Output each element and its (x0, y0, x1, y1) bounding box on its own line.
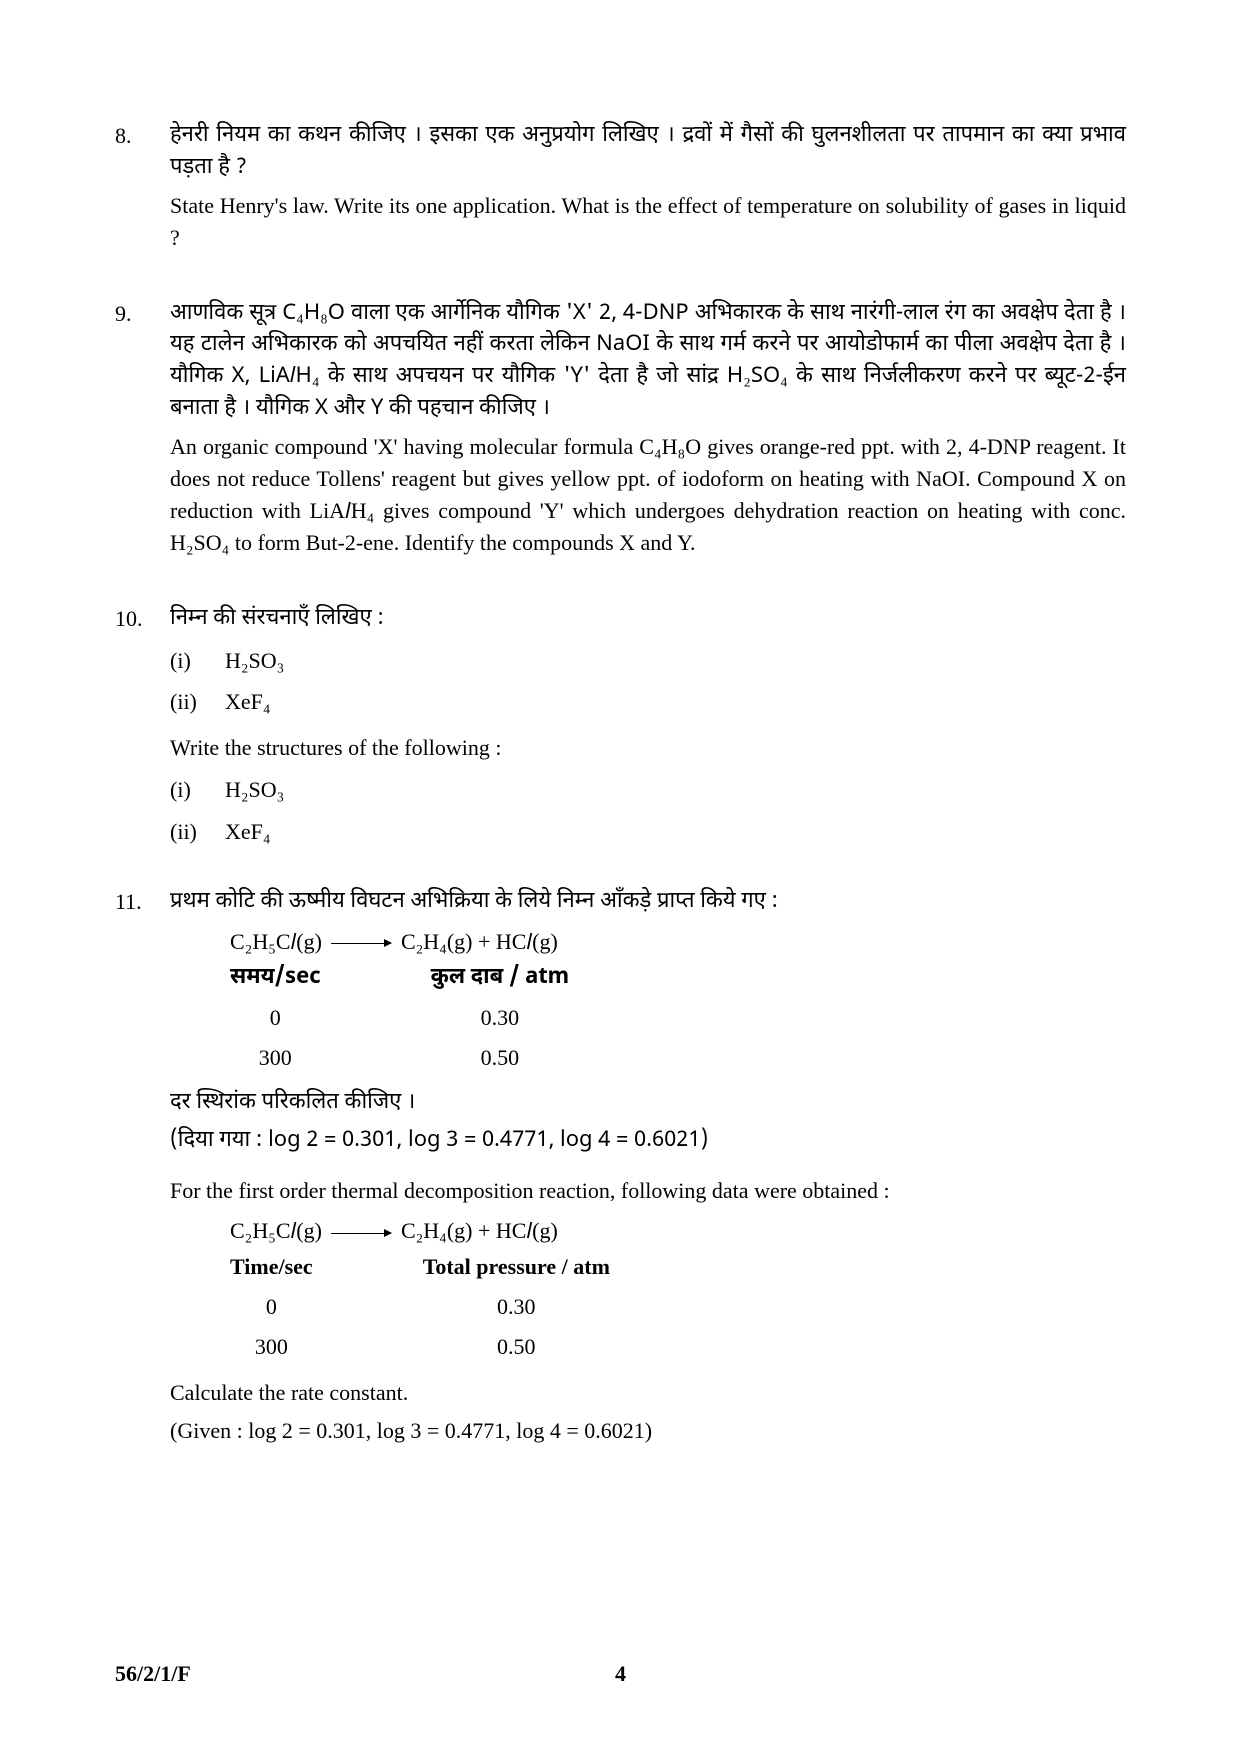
sub-label: (i) (170, 774, 225, 806)
sub-formula: XeF₄ (225, 686, 1126, 718)
question-hindi: आणविक सूत्र C₄H₈O वाला एक आर्गेनिक यौगिक… (170, 298, 1126, 426)
question-english: An organic compound 'X' having molecular… (170, 431, 1126, 559)
cell: 0.30 (497, 1291, 536, 1323)
col-header: समय/sec (230, 962, 321, 994)
time-column: Time/sec 0 300 (230, 1251, 313, 1371)
question-english-intro: For the first order thermal decompositio… (170, 1175, 1126, 1207)
cell: 0 (270, 1002, 281, 1034)
question-hindi: हेनरी नियम का कथन कीजिए । इसका एक अनुप्र… (170, 120, 1126, 184)
question-number: 10. (115, 603, 170, 848)
col-header: Total pressure / atm (423, 1251, 610, 1283)
sub-item: (ii) XeF₄ (170, 816, 1126, 848)
question-11: 11. प्रथम कोटि की ऊष्मीय विघटन अभिक्रिया… (115, 886, 1126, 1452)
reaction-rhs: C₂H₄(g) + HC𝑙(g) (401, 1218, 558, 1243)
cell: 300 (255, 1331, 288, 1363)
reaction-rhs: C₂H₄(g) + HC𝑙(g) (401, 929, 558, 954)
question-body: प्रथम कोटि की ऊष्मीय विघटन अभिक्रिया के … (170, 886, 1126, 1452)
hindi-instruction: दर स्थिरांक परिकलित कीजिए । (170, 1087, 1126, 1119)
arrow-icon (331, 943, 391, 944)
cell: 300 (259, 1042, 292, 1074)
sub-formula: XeF₄ (225, 816, 1126, 848)
reaction-equation: C₂H₅C𝑙(g) C₂H₄(g) + HC𝑙(g) (230, 1215, 1126, 1247)
reaction-lhs: C₂H₅C𝑙(g) (230, 929, 322, 954)
question-number: 9. (115, 298, 170, 565)
sub-item: (ii) XeF₄ (170, 686, 1126, 718)
hindi-given: (दिया गया : log 2 = 0.301, log 3 = 0.477… (170, 1125, 1126, 1157)
question-english-intro: Write the structures of the following : (170, 732, 1126, 764)
english-instruction: Calculate the rate constant. (170, 1377, 1126, 1409)
cell: 0 (266, 1291, 277, 1323)
question-8: 8. हेनरी नियम का कथन कीजिए । इसका एक अनु… (115, 120, 1126, 260)
pressure-column: Total pressure / atm 0.30 0.50 (423, 1251, 610, 1371)
arrow-icon (331, 1233, 391, 1234)
data-table-english: Time/sec 0 300 Total pressure / atm 0.30… (230, 1251, 1126, 1371)
question-number: 11. (115, 886, 170, 1452)
question-body: हेनरी नियम का कथन कीजिए । इसका एक अनुप्र… (170, 120, 1126, 260)
question-english: State Henry's law. Write its one applica… (170, 190, 1126, 254)
sub-item: (i) H₂SO₃ (170, 645, 1126, 677)
question-number: 8. (115, 120, 170, 260)
question-hindi-intro: प्रथम कोटि की ऊष्मीय विघटन अभिक्रिया के … (170, 886, 1126, 918)
question-hindi-intro: निम्न की संरचनाएँ लिखिए : (170, 603, 1126, 635)
question-body: आणविक सूत्र C₄H₈O वाला एक आर्गेनिक यौगिक… (170, 298, 1126, 565)
pressure-column: कुल दाब / atm 0.30 0.50 (431, 962, 570, 1082)
question-10: 10. निम्न की संरचनाएँ लिखिए : (i) H₂SO₃ … (115, 603, 1126, 848)
sub-label: (i) (170, 645, 225, 677)
paper-code: 56/2/1/F (115, 1658, 191, 1690)
cell: 0.30 (481, 1002, 520, 1034)
time-column: समय/sec 0 300 (230, 962, 321, 1082)
page-number: 4 (615, 1658, 626, 1690)
reaction-lhs: C₂H₅C𝑙(g) (230, 1218, 322, 1243)
sub-label: (ii) (170, 816, 225, 848)
question-body: निम्न की संरचनाएँ लिखिए : (i) H₂SO₃ (ii)… (170, 603, 1126, 848)
question-9: 9. आणविक सूत्र C₄H₈O वाला एक आर्गेनिक यौ… (115, 298, 1126, 565)
col-header: Time/sec (230, 1251, 313, 1283)
sub-formula: H₂SO₃ (225, 645, 1126, 677)
sub-label: (ii) (170, 686, 225, 718)
cell: 0.50 (497, 1331, 536, 1363)
col-header: कुल दाब / atm (431, 962, 570, 994)
sub-formula: H₂SO₃ (225, 774, 1126, 806)
english-given: (Given : log 2 = 0.301, log 3 = 0.4771, … (170, 1415, 1126, 1447)
reaction-equation: C₂H₅C𝑙(g) C₂H₄(g) + HC𝑙(g) (230, 926, 1126, 958)
sub-item: (i) H₂SO₃ (170, 774, 1126, 806)
cell: 0.50 (481, 1042, 520, 1074)
page-footer: 56/2/1/F 4 (115, 1658, 1126, 1690)
data-table-hindi: समय/sec 0 300 कुल दाब / atm 0.30 0.50 (230, 962, 1126, 1082)
